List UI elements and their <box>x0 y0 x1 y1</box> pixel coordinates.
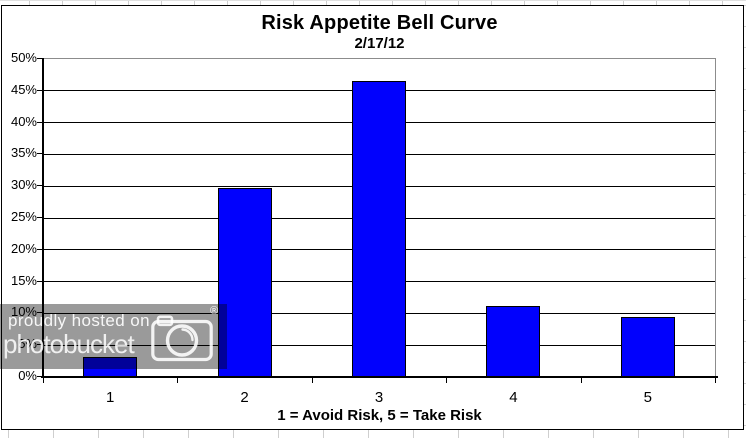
y-tick-label-40: 40% <box>10 113 37 129</box>
spreadsheet-grid-bottom <box>0 430 746 438</box>
x-axis-caption: 1 = Avoid Risk, 5 = Take Risk <box>277 407 482 424</box>
x-tick-label-5: 5 <box>643 389 652 406</box>
bar-category-5 <box>620 316 675 377</box>
photobucket-watermark: proudly hosted on photobucket ® <box>0 304 227 369</box>
x-tick-mark-5 <box>715 378 716 383</box>
y-tick-label-15: 15% <box>10 272 37 288</box>
y-tick-mark-50 <box>37 58 42 59</box>
y-tick-mark-35 <box>37 153 42 155</box>
watermark-line1: proudly hosted on <box>8 311 150 330</box>
y-tick-label-45: 45% <box>10 81 37 97</box>
y-tick-mark-25 <box>37 217 42 218</box>
registered-trademark-icon: ® <box>210 305 219 317</box>
x-tick-mark-1 <box>177 378 179 383</box>
x-axis-line <box>41 376 718 378</box>
x-tick-label-4: 4 <box>509 389 518 406</box>
spreadsheet-grid-right <box>744 5 746 430</box>
x-tick-mark-0 <box>43 378 44 383</box>
x-tick-label-2: 2 <box>240 389 249 406</box>
y-tick-mark-40 <box>37 121 42 123</box>
bar-category-3 <box>352 81 406 377</box>
y-tick-mark-15 <box>37 280 42 282</box>
chart-subtitle: 2/17/12 <box>354 35 405 52</box>
x-tick-label-3: 3 <box>374 389 384 406</box>
y-tick-mark-0 <box>37 376 42 377</box>
spreadsheet-grid-top <box>0 0 746 6</box>
y-axis-line <box>42 58 44 378</box>
y-tick-label-0: 0% <box>18 368 37 383</box>
chart-title: Risk Appetite Bell Curve <box>261 12 498 34</box>
x-tick-label-1: 1 <box>106 389 115 406</box>
watermark-line2: photobucket <box>3 329 135 359</box>
y-tick-label-35: 35% <box>10 145 37 161</box>
x-tick-mark-4 <box>580 378 582 383</box>
y-tick-label-20: 20% <box>10 240 37 256</box>
y-tick-label-50: 50% <box>10 50 37 65</box>
y-tick-label-30: 30% <box>10 177 37 193</box>
camera-icon <box>151 315 213 362</box>
x-tick-mark-2 <box>311 378 313 383</box>
x-tick-mark-3 <box>446 378 448 383</box>
y-tick-mark-45 <box>37 89 42 91</box>
y-tick-label-25: 25% <box>10 209 37 224</box>
y-tick-mark-30 <box>37 185 42 187</box>
y-tick-mark-20 <box>37 248 42 250</box>
bar-category-4 <box>486 306 541 377</box>
